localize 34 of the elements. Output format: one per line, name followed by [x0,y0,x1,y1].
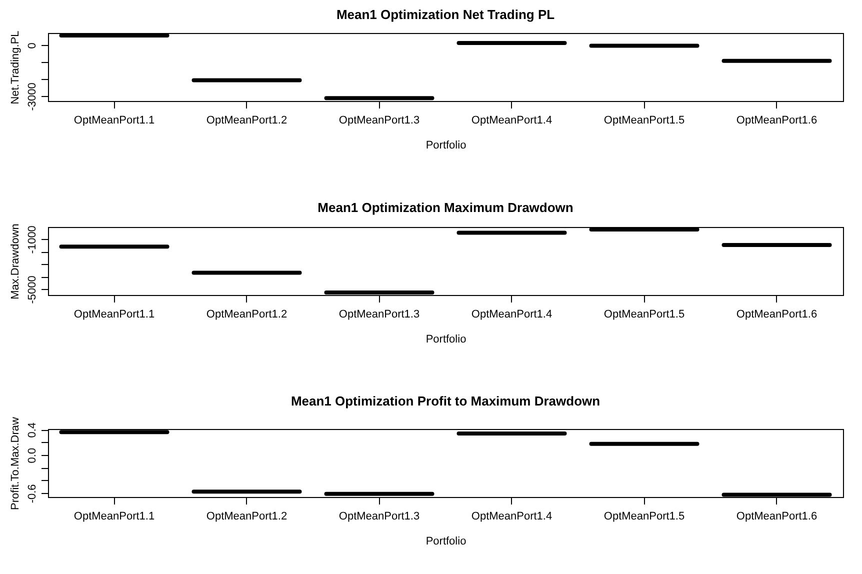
chart-title: Mean1 Optimization Profit to Maximum Drawdown [290,394,600,409]
x-tick-label: OptMeanPort1.4 [471,510,552,522]
y-tick-label: 0.0 [26,448,38,464]
y-tick-label: 0 [26,42,38,49]
x-tick-label: OptMeanPort1.3 [338,308,420,320]
y-tick-label: -5000 [26,276,38,304]
y-tick-label: -1000 [26,226,38,254]
x-tick-label: OptMeanPort1.3 [338,510,420,522]
chart-title: Mean1 Optimization Maximum Drawdown [318,200,574,216]
x-tick-label: OptMeanPort1.4 [471,308,552,320]
x-tick-label: OptMeanPort1.6 [736,308,818,320]
x-tick-label: OptMeanPort1.1 [74,308,155,320]
x-tick-label: OptMeanPort1.2 [206,114,288,126]
y-axis-title: Net.Trading.PL [10,30,22,104]
x-tick-label: OptMeanPort1.1 [74,114,155,126]
x-tick-label: OptMeanPort1.2 [206,308,288,320]
x-tick-label: OptMeanPort1.4 [471,114,552,126]
y-axis-title: Max.Drawdown [10,224,22,300]
x-tick-label: OptMeanPort1.5 [604,510,685,522]
x-tick-label: OptMeanPort1.3 [338,114,420,126]
x-tick-label: OptMeanPort1.5 [604,308,685,320]
y-tick-label: -0.6 [26,484,38,504]
x-tick-label: OptMeanPort1.5 [604,114,685,126]
chart-title: Mean1 Optimization Net Trading PL [336,7,555,22]
x-tick-label: OptMeanPort1.2 [206,510,288,522]
x-tick-label: OptMeanPort1.6 [736,510,818,522]
x-axis-title: Portfolio [426,334,466,346]
y-tick-label: -3000 [26,82,38,111]
x-axis-title: Portfolio [426,140,466,152]
y-axis-title: Profit.To.Max.Draw [10,416,22,510]
x-tick-label: OptMeanPort1.1 [74,510,155,522]
x-tick-label: OptMeanPort1.6 [736,114,818,126]
x-axis-title: Portfolio [426,536,466,548]
y-tick-label: 0.4 [26,422,38,438]
